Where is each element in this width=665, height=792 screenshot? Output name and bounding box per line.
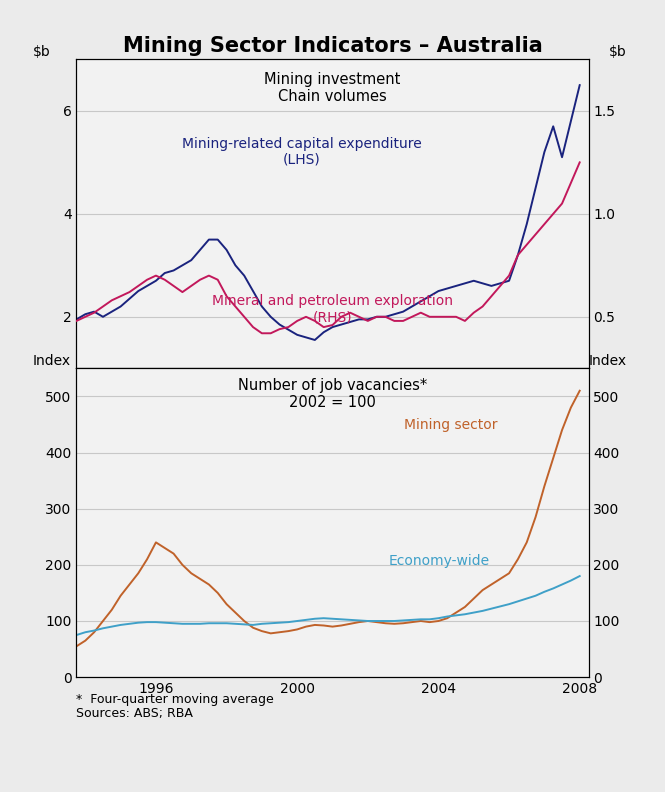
Text: $b: $b <box>609 45 627 59</box>
Text: Mining Sector Indicators – Australia: Mining Sector Indicators – Australia <box>122 36 543 55</box>
Text: Economy-wide: Economy-wide <box>389 554 490 568</box>
Text: *  Four-quarter moving average: * Four-quarter moving average <box>76 693 274 706</box>
Text: Sources: ABS; RBA: Sources: ABS; RBA <box>76 707 194 720</box>
Text: Mining sector: Mining sector <box>404 417 497 432</box>
Text: Mining investment
Chain volumes: Mining investment Chain volumes <box>264 72 401 105</box>
Text: Mining-related capital expenditure
(LHS): Mining-related capital expenditure (LHS) <box>182 136 422 167</box>
Text: $b: $b <box>33 45 51 59</box>
Text: Mineral and petroleum exploration
(RHS): Mineral and petroleum exploration (RHS) <box>212 294 453 325</box>
Text: Index: Index <box>589 354 627 368</box>
Text: Number of job vacancies*
2002 = 100: Number of job vacancies* 2002 = 100 <box>238 378 427 410</box>
Text: Index: Index <box>33 354 71 368</box>
